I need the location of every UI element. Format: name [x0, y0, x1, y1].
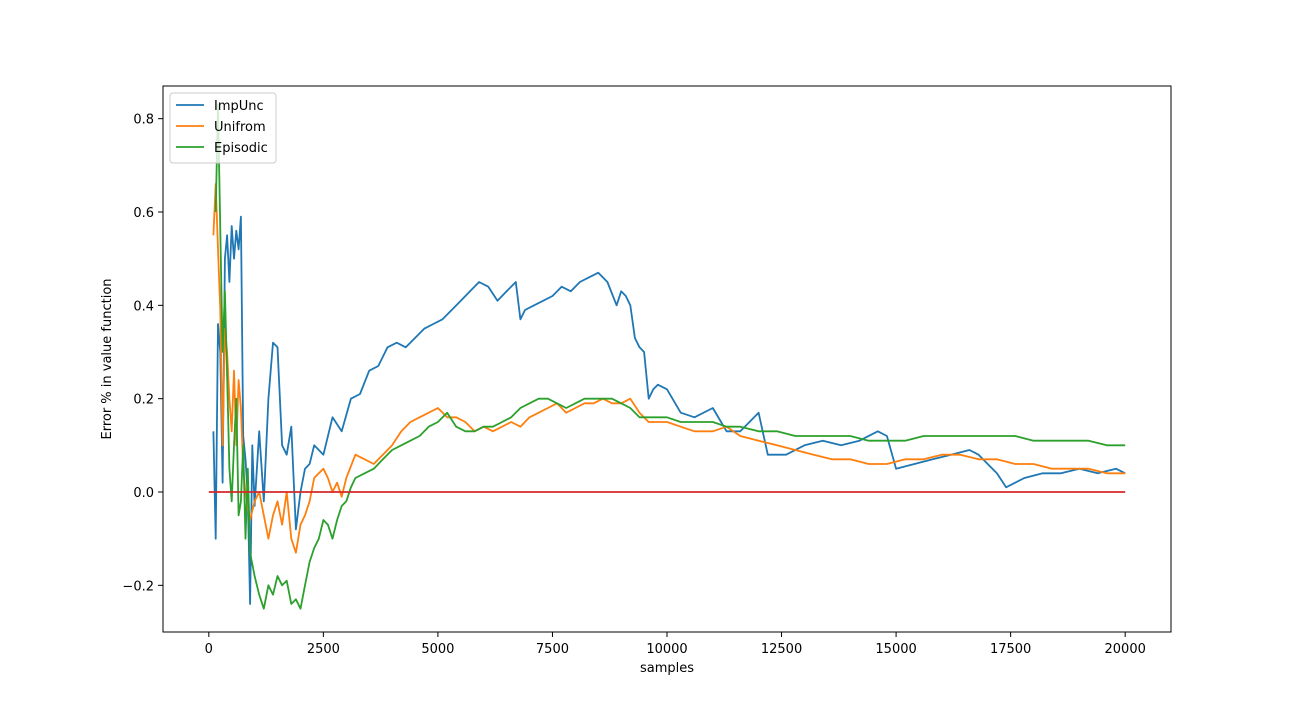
- x-tick-label: 20000: [1105, 642, 1146, 657]
- series-line-unifrom: [212, 183, 1126, 554]
- x-axis: 0 2500 5000 7500 10000 12500 15000 17500 20000: [205, 632, 1146, 657]
- y-tick-label: 0.8: [133, 113, 154, 128]
- x-tick-label: 10000: [646, 642, 687, 657]
- y-axis-label: Error % in value function: [100, 278, 115, 439]
- y-tick-label: 0.4: [133, 299, 154, 314]
- x-tick-label: 12500: [761, 642, 802, 657]
- legend-label-unifrom: Unifrom: [214, 120, 266, 135]
- x-tick-label: 7500: [536, 642, 569, 657]
- legend-label-impunc: ImpUnc: [214, 99, 264, 114]
- x-tick-label: 2500: [307, 642, 340, 657]
- y-tick-label: 0.0: [133, 486, 154, 501]
- y-axis: −0.2 0.0 0.2 0.4 0.6 0.8: [122, 113, 163, 594]
- x-tick-label: 15000: [875, 642, 916, 657]
- x-tick-label: 0: [205, 642, 213, 657]
- y-tick-label: −0.2: [122, 579, 154, 594]
- legend-box: [169, 92, 277, 164]
- legend: ImpUnc Unifrom Episodic: [169, 92, 277, 164]
- y-tick-label: 0.6: [133, 206, 154, 221]
- legend-label-episodic: Episodic: [214, 141, 268, 156]
- x-axis-label: samples: [640, 661, 694, 676]
- x-tick-label: 5000: [421, 642, 454, 657]
- x-tick-label: 17500: [990, 642, 1031, 657]
- series-line-episodic: [214, 103, 1126, 610]
- y-tick-label: 0.2: [133, 393, 154, 408]
- series-line-impunc: [212, 215, 1126, 605]
